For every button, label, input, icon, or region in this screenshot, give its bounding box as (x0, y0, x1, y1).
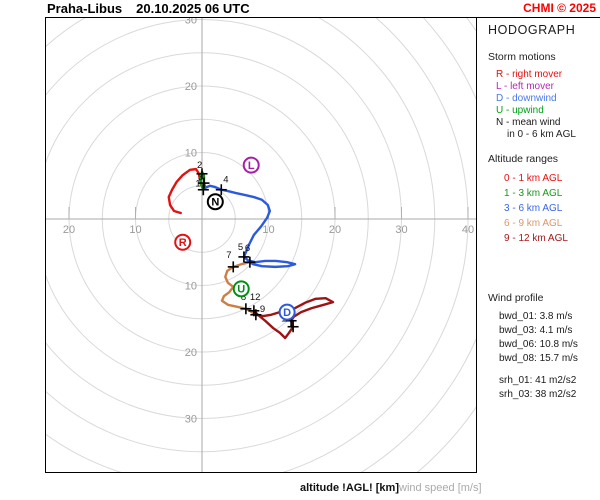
storm-motion-L: L (242, 156, 260, 174)
y-tick-label: 30 (185, 15, 197, 27)
svg-text:D: D (283, 307, 291, 319)
legend-mean-wind: N - mean wind (496, 117, 561, 128)
altitude-mark-label: 3 (198, 172, 203, 183)
svg-text:N: N (211, 197, 219, 209)
altitude-ranges-heading: Altitude ranges (488, 153, 559, 165)
y-tick-label: 10 (185, 281, 197, 293)
x-tick-label: 20 (329, 224, 341, 236)
trace-3-6- (204, 184, 297, 269)
speed-ring (416, 17, 476, 472)
altitude-mark-5: 5 (238, 242, 250, 263)
svg-text:R: R (179, 237, 187, 249)
speed-ring (45, 17, 469, 472)
altitude-mark-6: 6 (244, 243, 256, 268)
y-tick-label: 30 (185, 414, 197, 426)
x-tick-label: 10 (262, 224, 274, 236)
stat-bwd-06: bwd_06: 10.8 m/s (499, 339, 578, 350)
altitude-mark-8: 8 (240, 292, 252, 315)
storm-motion-N: N (206, 193, 224, 211)
y-tick-label: 10 (185, 148, 197, 160)
svg-text:L: L (248, 160, 255, 172)
stat-bwd-03: bwd_03: 4.1 m/s (499, 325, 573, 336)
altitude-mark-label: 4 (223, 175, 228, 186)
altitude-mark-7: 7 (226, 250, 239, 273)
plot-area: 2010102030403020101020301234567891112NLR… (45, 15, 476, 472)
copyright-text: CHMI © 2025 (523, 1, 596, 15)
altitude-mark-label: 8 (241, 292, 246, 303)
altitude-mark-label: 6 (245, 243, 250, 254)
x-tick-label: 30 (395, 224, 407, 236)
legend-downwind: D - downwind (496, 93, 557, 104)
stat-srh-01: srh_01: 41 m2/s2 (499, 375, 577, 386)
station-name: Praha-Libus (47, 1, 123, 16)
storm-motion-R: R (174, 233, 192, 251)
x-tick-label: 40 (462, 224, 474, 236)
wind-profile-heading: Wind profile (488, 292, 544, 304)
altitude-range-6-9: 6 - 9 km AGL (504, 218, 563, 229)
page-title: Praha-Libus 20.10.2025 06 UTC (47, 1, 250, 16)
altitude-mark-label: 12 (250, 292, 261, 303)
legend-upwind: U - upwind (496, 105, 544, 116)
stat-bwd-08: bwd_08: 15.7 m/s (499, 353, 578, 364)
altitude-range-3-6: 3 - 6 km AGL (504, 203, 563, 214)
altitude-mark-label: 9 (260, 304, 265, 315)
altitude-range-1-3: 1 - 3 km AGL (504, 188, 563, 199)
stat-srh-03: srh_03: 38 m2/s2 (499, 389, 577, 400)
altitude-mark-label: 7 (226, 250, 231, 261)
legend-mean-wind-note: in 0 - 6 km AGL (507, 129, 576, 140)
altitude-mark-2: 2 (196, 160, 208, 180)
sounding-datetime: 20.10.2025 06 UTC (136, 1, 250, 16)
altitude-range-9-12: 9 - 12 km AGL (504, 233, 568, 244)
legend-left-mover: L - left mover (496, 81, 554, 92)
storm-motion-U: U (232, 280, 250, 298)
legend-right-mover: R - right mover (496, 69, 563, 80)
svg-text:U: U (237, 284, 245, 296)
storm-motion-D: D (278, 303, 296, 321)
chart-border (45, 17, 477, 473)
x-tick-label: 20 (63, 224, 75, 236)
altitude-mark-3: 3 (198, 172, 210, 189)
y-tick-label: 20 (185, 81, 197, 93)
storm-motions-heading: Storm motions (488, 51, 556, 63)
altitude-mark-label: 2 (197, 160, 202, 171)
stat-bwd-01: bwd_01: 3.8 m/s (499, 311, 573, 322)
y-tick-label: 20 (185, 347, 197, 359)
altitude-mark-12: 12 (248, 292, 260, 317)
legend-panel: HODOGRAPH Storm motions R - right mover … (487, 20, 600, 402)
altitude-mark-4: 4 (215, 175, 229, 196)
x-tick-label: 10 (129, 224, 141, 236)
altitude-range-0-1: 0 - 1 km AGL (504, 173, 563, 184)
altitude-units-label: altitude !AGL! [km] (300, 482, 399, 494)
wind-speed-units-label: wind speed [m/s] (399, 482, 482, 494)
altitude-mark-label: 5 (238, 242, 243, 253)
altitude-mark-label: 1 (195, 179, 200, 190)
panel-title: HODOGRAPH (488, 23, 576, 37)
